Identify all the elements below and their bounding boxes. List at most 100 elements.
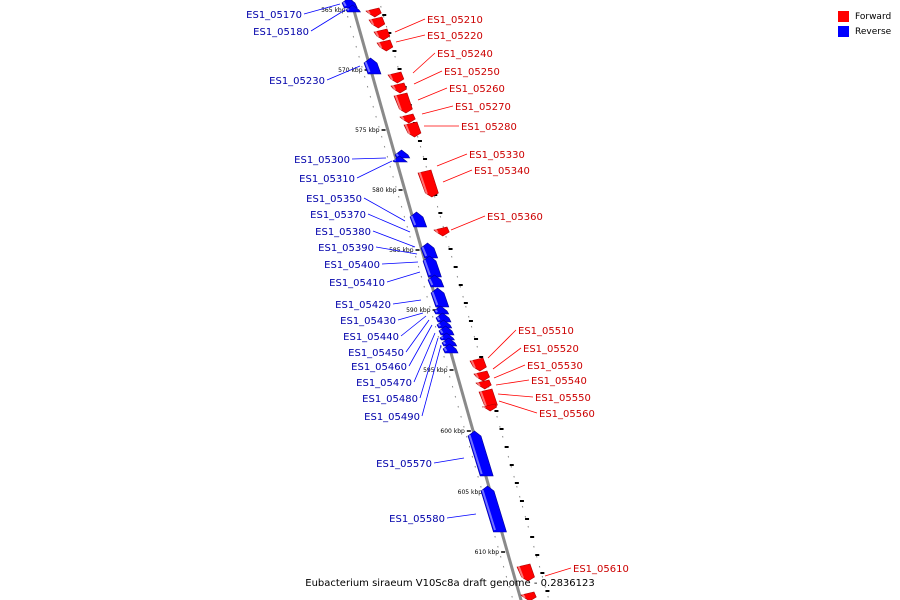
reverse-gene [480, 485, 507, 533]
tick-label: 595 kbp [423, 367, 448, 374]
tick-label: 610 kbp [475, 549, 500, 556]
legend-reverse-label: Reverse [855, 26, 892, 37]
reverse-gene-shine [481, 489, 496, 531]
forward-leader [421, 105, 454, 115]
forward-gene-shine [470, 359, 476, 369]
reverse-gene [363, 57, 382, 75]
reverse-gene-label: ES1_05470 [356, 378, 412, 389]
reverse-gene-shine [423, 259, 431, 276]
tick-label: 565 kbp [321, 7, 346, 14]
forward-gene [403, 121, 422, 138]
forward-gene-shine [391, 84, 396, 91]
reverse-gene-label: ES1_05180 [253, 27, 309, 38]
forward-leader [436, 153, 468, 167]
reverse-leader [367, 213, 411, 233]
forward-gene-shine [476, 381, 481, 387]
forward-gene-label: ES1_05280 [461, 122, 517, 133]
reverse-gene-label: ES1_05170 [246, 10, 302, 21]
reverse-gene-label: ES1_05230 [269, 76, 325, 87]
forward-gene [365, 7, 382, 18]
reverse-gene [422, 255, 442, 278]
reverse-gene [430, 287, 450, 308]
forward-gene [387, 71, 405, 84]
forward-gene [475, 379, 492, 390]
forward-leader [487, 329, 517, 359]
forward-gene [469, 357, 487, 372]
reverse-gene [345, 4, 361, 13]
reverse-gene [394, 149, 411, 159]
forward-gene-shine [517, 565, 524, 579]
forward-gene-label: ES1_05330 [469, 150, 525, 161]
tick-label: 590 kbp [406, 307, 431, 314]
forward-gene [373, 28, 391, 41]
reverse-gene-label: ES1_05400 [324, 260, 380, 271]
forward-gene-label: ES1_05610 [573, 564, 629, 575]
reverse-gene-label: ES1_05430 [340, 316, 396, 327]
tick-label: 570 kbp [338, 67, 363, 74]
forward-leader [442, 169, 473, 183]
reverse-gene-shine [431, 291, 439, 306]
forward-gene-label: ES1_05540 [531, 376, 587, 387]
forward-leader [450, 215, 486, 231]
genome-caption: Eubacterium siraeum V10Sc8a draft genome… [305, 578, 595, 589]
reverse-gene-shine [410, 215, 417, 226]
forward-gene [393, 92, 413, 114]
reverse-leader [375, 246, 418, 255]
reverse-gene-label: ES1_05310 [299, 174, 355, 185]
forward-gene-shine [482, 405, 486, 409]
reverse-leader [446, 513, 477, 519]
forward-leader [495, 379, 530, 386]
forward-leader [395, 34, 426, 43]
reverse-gene-label: ES1_05300 [294, 155, 350, 166]
reverse-leader [326, 65, 361, 81]
forward-gene-shine [400, 115, 405, 121]
forward-gene-shine [374, 30, 380, 38]
reverse-leader [381, 261, 419, 265]
tick-label: 600 kbp [440, 428, 465, 435]
forward-leader [394, 18, 426, 33]
reverse-leader [363, 197, 406, 222]
reverse-leader [405, 319, 430, 353]
reverse-leader [351, 157, 387, 160]
reverse-gene-label: ES1_05570 [376, 459, 432, 470]
reverse-gene-shine [395, 153, 399, 157]
reverse-leader [413, 332, 436, 383]
forward-gene-label: ES1_05550 [535, 393, 591, 404]
forward-gene-shine [479, 390, 487, 407]
forward-leader [498, 400, 538, 414]
reverse-gene-label: ES1_05390 [318, 243, 374, 254]
forward-gene [481, 403, 498, 412]
forward-gene-shine [369, 18, 375, 26]
reverse-leader [419, 337, 439, 399]
forward-leader [497, 393, 534, 398]
forward-gene [473, 370, 490, 382]
reverse-leader [356, 160, 393, 179]
reverse-gene-label: ES1_05380 [315, 227, 371, 238]
forward-leader [492, 347, 522, 370]
legend-forward-label: Forward [855, 11, 892, 22]
forward-gene-shine [388, 73, 394, 81]
forward-gene [417, 169, 439, 198]
forward-gene-label: ES1_05260 [449, 84, 505, 95]
reverse-gene-shine [436, 316, 441, 321]
reverse-gene [427, 274, 445, 288]
reverse-gene-shine [468, 434, 483, 475]
reverse-gene-label: ES1_05410 [329, 278, 385, 289]
forward-gene [390, 82, 407, 94]
reverse-leader [421, 344, 442, 417]
reverse-gene-label: ES1_05440 [343, 332, 399, 343]
tick-label: 605 kbp [458, 489, 483, 496]
reverse-gene-shine [434, 309, 438, 313]
reverse-gene-shine [364, 61, 371, 73]
forward-gene-label: ES1_05240 [437, 49, 493, 60]
reverse-gene [392, 155, 408, 163]
forward-gene-label: ES1_05510 [518, 326, 574, 337]
reverse-gene-shine [342, 1, 347, 7]
reverse-leader [392, 299, 422, 305]
reverse-gene-label: ES1_05450 [348, 348, 404, 359]
forward-gene-label: ES1_05210 [427, 15, 483, 26]
forward-gene-label: ES1_05560 [539, 409, 595, 420]
forward-gene-shine [521, 593, 526, 599]
reverse-gene-label: ES1_05370 [310, 210, 366, 221]
reverse-gene-shine [440, 336, 444, 339]
